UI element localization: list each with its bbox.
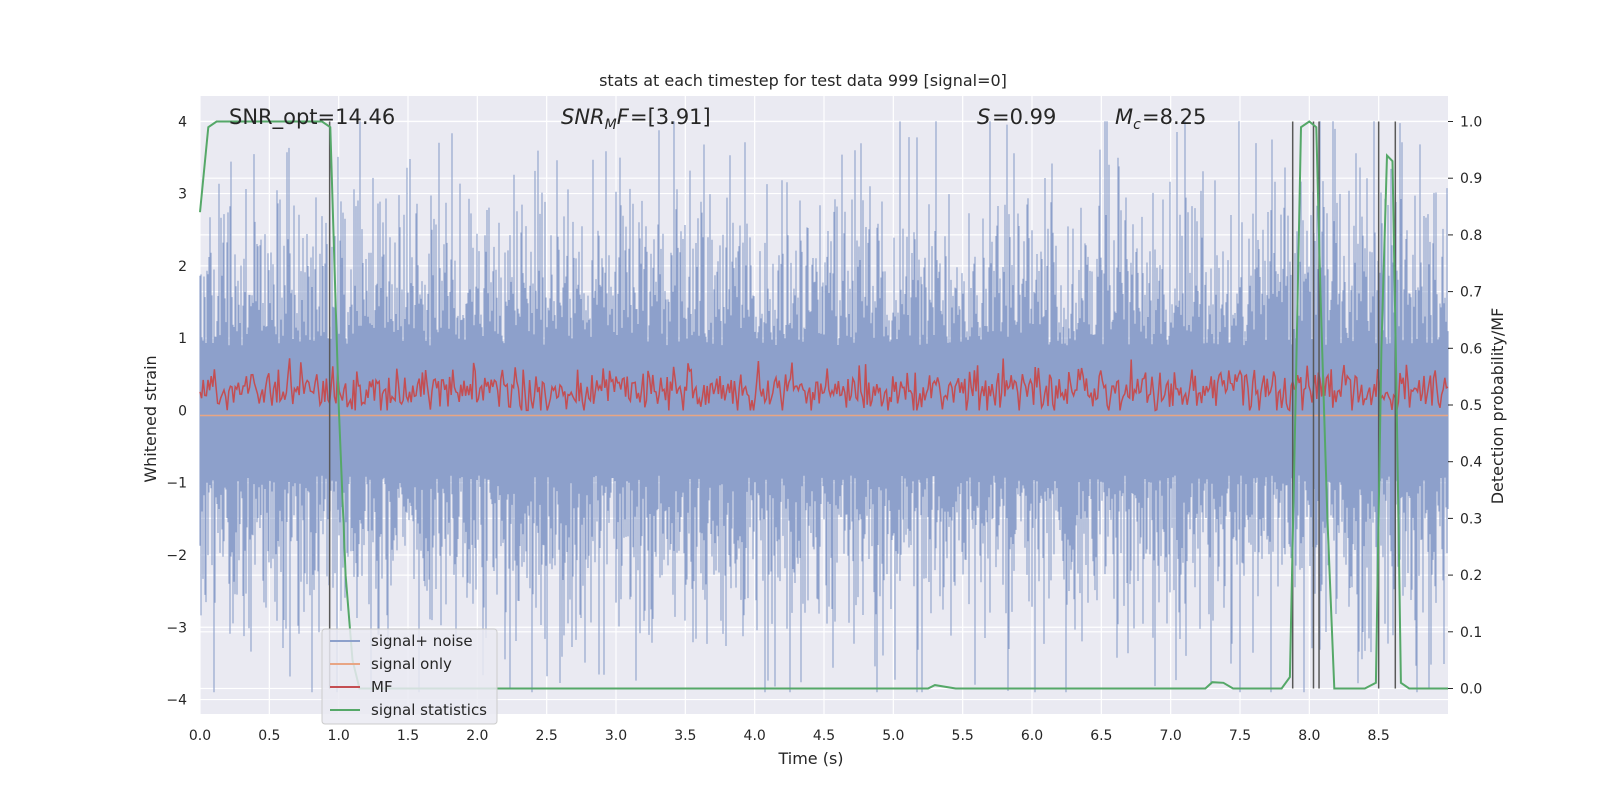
- y2-tick-labels: 1.0 0.9 0.8 0.7 0.6 0.5 0.4 0.3 0.2 0.1 0.0: [1448, 115, 1482, 697]
- y2-axis-title: Detection probability/MF: [1488, 308, 1507, 505]
- x-tick-label: 4.5: [813, 728, 835, 744]
- mf-series: [199, 358, 1449, 412]
- x-tick-label: 3.0: [605, 728, 627, 744]
- legend-label-mf: MF: [371, 678, 393, 696]
- signal-noise-trace: [199, 121, 1449, 693]
- x-tick-label: 7.5: [1229, 728, 1251, 744]
- y2-tick-label: 0.8: [1460, 228, 1482, 244]
- legend-box: [321, 628, 498, 725]
- svg-text:SNRMF: SNRMF: [561, 105, 630, 133]
- y2-tick-label: 0.5: [1460, 398, 1482, 414]
- x-tick-label: 5.5: [952, 728, 974, 744]
- y-tick-label: 3: [178, 187, 187, 203]
- annotation-s-value: =0.99: [992, 105, 1056, 129]
- y-tick-labels: 4 3 2 1 0 −1 −2 −3 −4: [166, 114, 187, 708]
- legend-label-signal-noise: signal+ noise: [371, 632, 473, 650]
- y-tick-label: 4: [178, 114, 187, 130]
- svg-text:S: S: [977, 105, 990, 129]
- x-tick-label: 1.0: [328, 728, 350, 744]
- x-tick-label: 6.0: [1021, 728, 1043, 744]
- x-tick-label: 5.0: [882, 728, 904, 744]
- x-tick-labels: 0.0 0.5 1.0 1.5 2.0 2.5 3.0 3.5 4.0 4.5 5.0 5.5 6.0 6…: [189, 728, 1390, 744]
- x-tick-label: 2.5: [536, 728, 558, 744]
- signal-statistics-series: [199, 120, 1448, 690]
- y2-tick-label: 0.1: [1460, 625, 1482, 641]
- x-tick-label: 0.5: [258, 728, 280, 744]
- chart-title: stats at each timestep for test data 999…: [599, 71, 1007, 90]
- legend-label-signal-only: signal only: [371, 655, 452, 673]
- y-tick-label: 1: [178, 331, 187, 347]
- x-tick-label: 6.5: [1090, 728, 1112, 744]
- x-tick-label: 8.5: [1368, 728, 1390, 744]
- x-tick-label: 2.0: [466, 728, 488, 744]
- annotation-snr-mf-value: =[3.91]: [630, 105, 711, 129]
- y-tick-label: 2: [178, 259, 187, 275]
- y-tick-label: 0: [178, 403, 187, 419]
- y2-tick-label: 0.0: [1460, 681, 1482, 697]
- y2-tick-label: 0.9: [1460, 171, 1482, 187]
- y2-tick-label: 0.7: [1460, 285, 1482, 301]
- annotation-mc: Mc =8.25: [1115, 105, 1206, 133]
- y-tick-label: −1: [166, 476, 187, 492]
- y2-tick-label: 0.2: [1460, 568, 1482, 584]
- x-tick-label: 4.0: [744, 728, 766, 744]
- x-tick-label: 8.0: [1298, 728, 1320, 744]
- legend: signal+ noise signal only MF signal stat…: [321, 628, 498, 725]
- x-axis-title: Time (s): [777, 749, 843, 768]
- y-tick-label: −4: [166, 693, 187, 709]
- signal-noise-series: [199, 121, 1449, 693]
- annotation-s: S =0.99: [977, 105, 1056, 129]
- y2-tick-label: 0.3: [1460, 511, 1482, 527]
- y-axis-title: Whitened strain: [141, 355, 160, 482]
- y2-tick-label: 0.4: [1460, 455, 1482, 471]
- annotation-snr-mf: SNRMF =[3.91]: [561, 105, 711, 133]
- y2-tick-label: 0.6: [1460, 341, 1482, 357]
- annotation-mc-value: =8.25: [1142, 105, 1206, 129]
- x-tick-label: 1.5: [397, 728, 419, 744]
- annotation-snr-opt: SNR_opt=14.46: [229, 105, 395, 130]
- legend-label-signal-statistics: signal statistics: [371, 701, 487, 719]
- x-tick-label: 7.0: [1160, 728, 1182, 744]
- y-tick-label: −3: [166, 620, 187, 636]
- x-tick-label: 0.0: [189, 728, 211, 744]
- x-tick-label: 3.5: [674, 728, 696, 744]
- y-tick-label: −2: [166, 548, 187, 564]
- y2-tick-label: 1.0: [1460, 115, 1482, 131]
